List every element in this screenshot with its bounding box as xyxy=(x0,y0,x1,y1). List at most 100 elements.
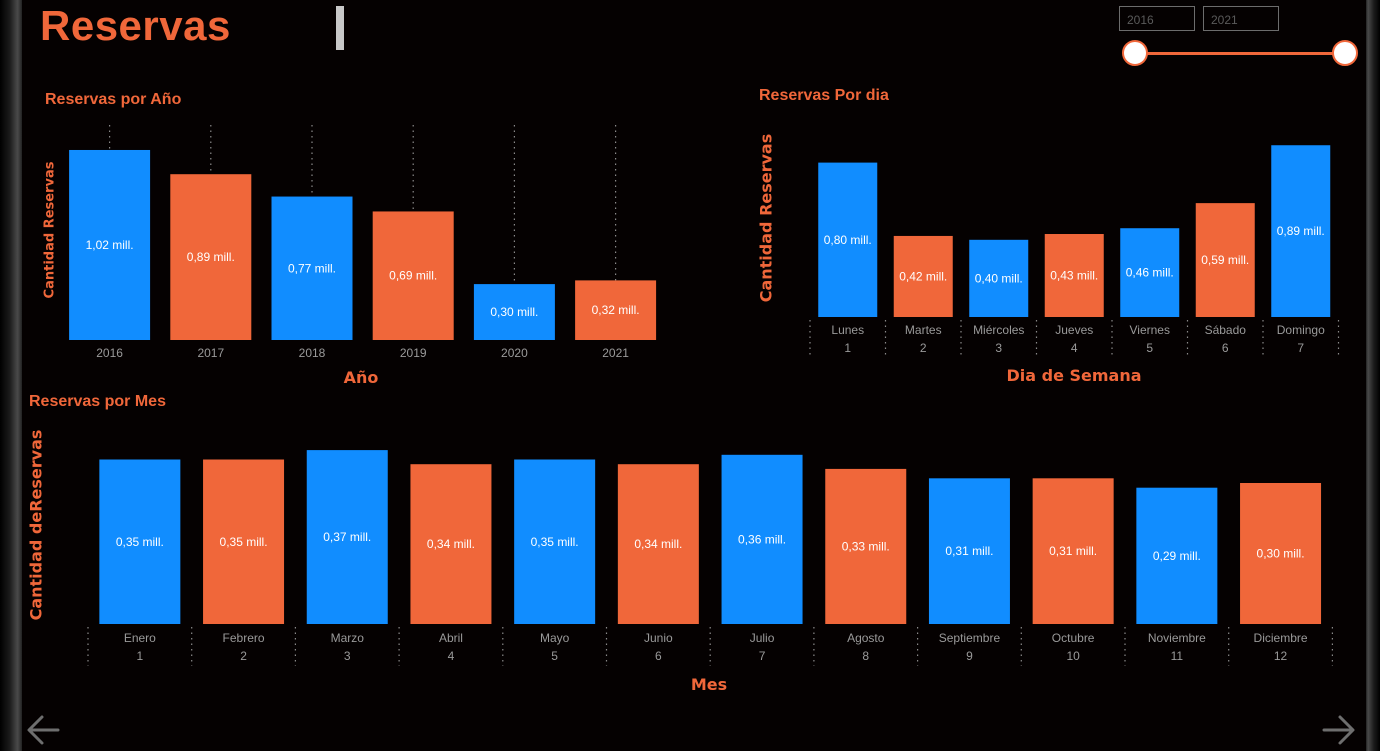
tick-label-dia: Jueves xyxy=(1055,323,1093,337)
bar-mes-2 xyxy=(203,459,285,624)
year-to-input[interactable]: 2021 xyxy=(1203,6,1279,31)
tick-label-anio: 2016 xyxy=(96,346,123,360)
tick-sublabel-mes: 2 xyxy=(240,649,247,663)
data-label-mes: 0,29 mill. xyxy=(1153,549,1201,563)
tick-sublabel-dia: 7 xyxy=(1297,341,1304,355)
tick-label-anio: 2018 xyxy=(299,346,326,360)
data-label-anio: 0,69 mill. xyxy=(389,269,437,283)
data-label-mes: 0,31 mill. xyxy=(1049,544,1097,558)
bar-dia-2 xyxy=(893,235,953,317)
data-label-dia: 0,43 mill. xyxy=(1050,269,1098,283)
chart-title-mes: Reservas por Mes xyxy=(29,393,166,410)
tick-label-mes: Octubre xyxy=(1052,631,1095,645)
report-frame-right xyxy=(1366,0,1380,751)
tick-label-mes: Noviembre xyxy=(1148,631,1206,645)
tick-label-mes: Febrero xyxy=(223,631,265,645)
arrow-right-icon[interactable] xyxy=(1318,710,1358,750)
tick-label-mes: Abril xyxy=(439,631,463,645)
bar-mes-1 xyxy=(99,459,181,624)
tick-sublabel-mes: 12 xyxy=(1274,649,1288,663)
tick-sublabel-mes: 8 xyxy=(862,649,869,663)
data-label-anio: 0,89 mill. xyxy=(187,250,235,264)
data-label-dia: 0,59 mill. xyxy=(1201,253,1249,267)
data-label-dia: 0,42 mill. xyxy=(899,269,947,283)
tick-sublabel-mes: 4 xyxy=(448,649,455,663)
tick-label-mes: Enero xyxy=(124,631,156,645)
x-axis-title-dia: Dia de Semana xyxy=(1006,366,1142,385)
bar-mes-7 xyxy=(721,454,803,624)
tick-label-anio: 2017 xyxy=(197,346,224,360)
bar-anio-1 xyxy=(69,149,151,340)
data-label-mes: 0,30 mill. xyxy=(1257,547,1305,561)
data-label-anio: 0,77 mill. xyxy=(288,261,336,275)
data-label-anio: 0,30 mill. xyxy=(490,305,538,319)
tick-sublabel-mes: 7 xyxy=(759,649,766,663)
x-axis-title-anio: Año xyxy=(343,368,379,387)
year-slider-handle-start[interactable] xyxy=(1122,40,1148,66)
chart-title-anio: Reservas por Año xyxy=(45,91,182,108)
report-frame-left xyxy=(0,0,22,751)
tick-label-dia: Miércoles xyxy=(973,323,1024,337)
bar-mes-4 xyxy=(410,464,492,624)
data-label-anio: 0,32 mill. xyxy=(592,303,640,317)
tick-sublabel-mes: 9 xyxy=(966,649,973,663)
data-label-mes: 0,33 mill. xyxy=(842,539,890,553)
year-slider-track[interactable] xyxy=(1134,52,1346,55)
data-label-mes: 0,34 mill. xyxy=(634,537,682,551)
page-title: Reservas xyxy=(40,2,231,49)
bar-dia-3 xyxy=(969,239,1029,317)
year-slider-handle-end[interactable] xyxy=(1332,40,1358,66)
bar-mes-8 xyxy=(825,468,907,624)
tick-label-anio: 2020 xyxy=(501,346,528,360)
arrow-left-icon[interactable] xyxy=(24,710,64,750)
bar-mes-6 xyxy=(617,464,699,624)
tick-label-mes: Diciembre xyxy=(1254,631,1308,645)
tick-sublabel-mes: 5 xyxy=(551,649,558,663)
bar-mes-12 xyxy=(1240,483,1322,624)
bar-dia-5 xyxy=(1120,228,1180,317)
tick-label-mes: Agosto xyxy=(847,631,885,645)
data-label-mes: 0,34 mill. xyxy=(427,537,475,551)
data-label-mes: 0,31 mill. xyxy=(945,544,993,558)
bar-dia-1 xyxy=(818,162,878,317)
tick-label-dia: Lunes xyxy=(831,323,864,337)
bar-mes-5 xyxy=(514,459,596,624)
tick-sublabel-mes: 11 xyxy=(1171,649,1184,663)
bar-anio-2 xyxy=(170,174,252,340)
bar-anio-5 xyxy=(473,284,555,340)
tick-sublabel-mes: 10 xyxy=(1066,649,1080,663)
tick-sublabel-mes: 1 xyxy=(137,649,144,663)
bar-dia-7 xyxy=(1271,145,1331,317)
bar-mes-10 xyxy=(1032,478,1114,624)
tick-label-mes: Julio xyxy=(750,631,775,645)
year-from-input[interactable]: 2016 xyxy=(1119,6,1195,31)
tick-label-mes: Septiembre xyxy=(939,631,1001,645)
data-label-mes: 0,37 mill. xyxy=(323,530,371,544)
bar-mes-11 xyxy=(1136,487,1218,624)
data-label-mes: 0,35 mill. xyxy=(531,535,579,549)
tick-sublabel-dia: 3 xyxy=(995,341,1002,355)
tick-sublabel-mes: 3 xyxy=(344,649,351,663)
tick-sublabel-dia: 2 xyxy=(920,341,927,355)
tick-sublabel-dia: 5 xyxy=(1146,341,1153,355)
data-label-dia: 0,89 mill. xyxy=(1277,224,1325,238)
chart-title-dia: Reservas Por dia xyxy=(759,87,889,104)
bar-mes-9 xyxy=(928,478,1010,624)
tick-label-mes: Mayo xyxy=(540,631,570,645)
tick-sublabel-dia: 4 xyxy=(1071,341,1078,355)
tick-label-dia: Domingo xyxy=(1277,323,1325,337)
bar-anio-6 xyxy=(575,280,657,340)
tick-label-anio: 2019 xyxy=(400,346,427,360)
tick-label-mes: Marzo xyxy=(331,631,365,645)
bar-anio-4 xyxy=(372,211,454,340)
bar-dia-6 xyxy=(1195,203,1255,317)
data-label-dia: 0,46 mill. xyxy=(1126,266,1174,280)
tick-label-dia: Sábado xyxy=(1205,323,1247,337)
bar-anio-3 xyxy=(271,196,353,340)
tick-label-anio: 2021 xyxy=(602,346,629,360)
tick-label-mes: Junio xyxy=(644,631,673,645)
tick-sublabel-dia: 6 xyxy=(1222,341,1229,355)
data-label-anio: 1,02 mill. xyxy=(86,238,134,252)
data-label-mes: 0,35 mill. xyxy=(116,535,164,549)
x-axis-title-mes: Mes xyxy=(690,675,728,694)
